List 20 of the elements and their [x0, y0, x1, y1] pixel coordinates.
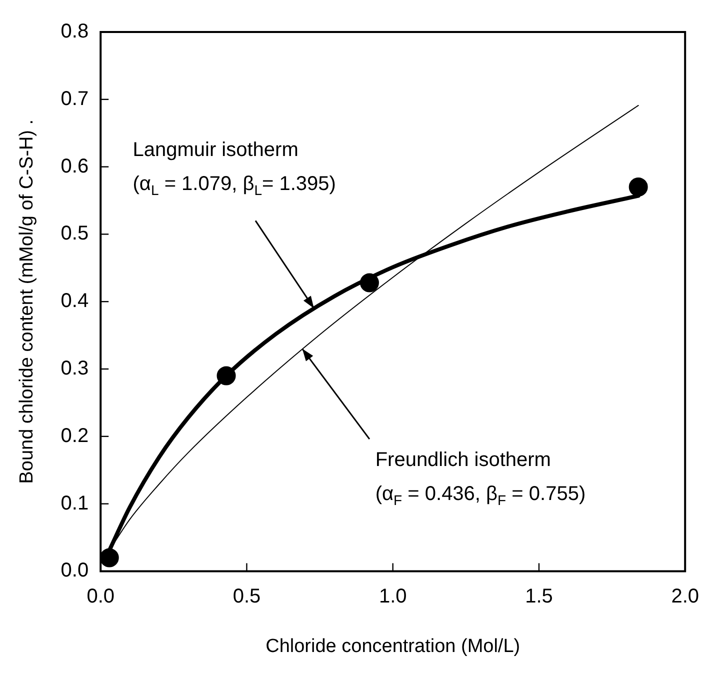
y-tick-label: 0.2 — [60, 424, 89, 447]
point — [216, 366, 236, 386]
y-tick-label: 0.3 — [60, 358, 89, 380]
x-tick-label: 0.5 — [232, 586, 261, 608]
y-tick-label: 0.0 — [60, 560, 89, 582]
y-tick-label: 0.4 — [60, 290, 89, 312]
x-tick-label: 1.0 — [378, 586, 407, 608]
point — [100, 548, 119, 568]
y-tick-label: 0.8 — [60, 20, 89, 43]
y-tick-label: 0.5 — [60, 222, 89, 245]
x-tick-label: 2.0 — [671, 586, 700, 608]
y-axis-title: Bound chloride content (mMol/g of C-S-H) . — [16, 119, 38, 484]
y-tick-label: 0.7 — [60, 88, 89, 110]
y-tick-label: 0.6 — [60, 155, 89, 178]
point — [628, 178, 648, 197]
x-axis-title: Chloride concentration (Mol/L) — [266, 636, 520, 657]
x-tick-label: 0.0 — [86, 586, 115, 608]
y-tick-label: 0.1 — [60, 492, 89, 514]
point — [360, 273, 379, 292]
x-tick-label: 1.5 — [525, 586, 553, 608]
